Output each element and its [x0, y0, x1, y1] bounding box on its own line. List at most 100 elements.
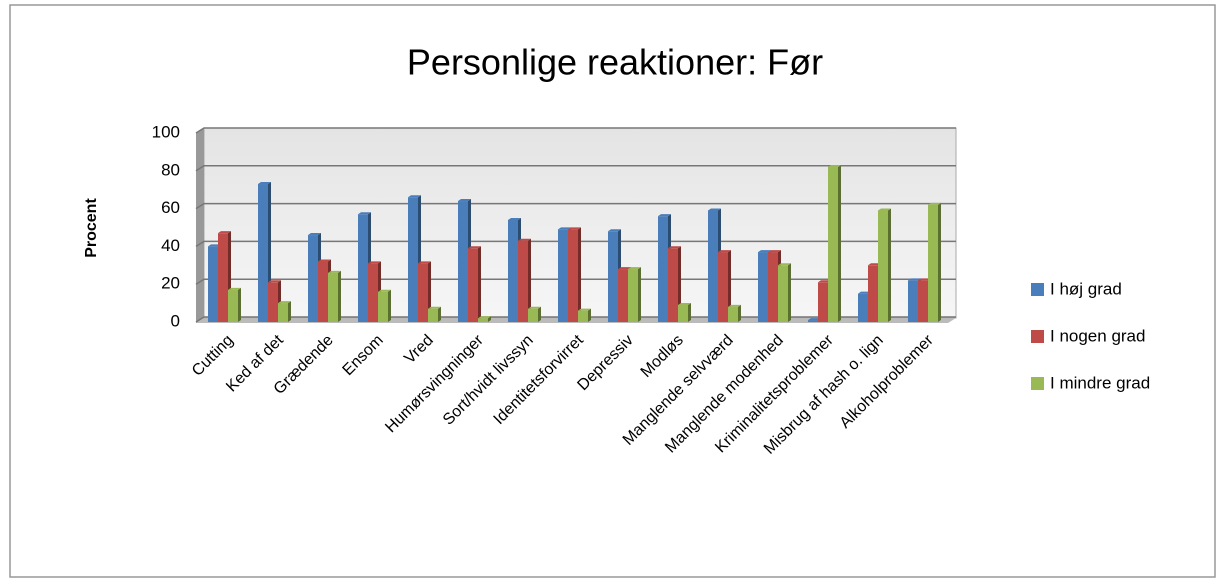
- bar: [808, 320, 818, 322]
- y-axis-title: Procent: [83, 198, 100, 258]
- bar-top: [668, 246, 681, 249]
- plot-wall: [196, 128, 204, 323]
- bar: [528, 308, 538, 322]
- bar-top: [528, 306, 541, 309]
- grid-line: [195, 127, 956, 134]
- y-tick-label: 100: [152, 122, 180, 141]
- bar-top: [628, 267, 641, 270]
- bar: [508, 219, 518, 322]
- bar-side: [538, 306, 541, 322]
- bar-top: [308, 233, 321, 236]
- legend-label: I mindre grad: [1050, 373, 1150, 392]
- bar: [378, 291, 388, 322]
- grid-line: [195, 165, 956, 172]
- bar-top: [328, 270, 341, 273]
- bar-side: [888, 208, 891, 322]
- bar: [608, 231, 618, 322]
- bar-top: [558, 227, 571, 230]
- bar: [258, 184, 268, 322]
- bar-side: [478, 246, 481, 322]
- bar-top: [268, 280, 281, 283]
- bar: [858, 293, 868, 322]
- bar: [278, 303, 288, 322]
- bar: [718, 252, 728, 322]
- bar: [418, 263, 428, 322]
- bar-side: [578, 227, 581, 322]
- bar: [758, 252, 768, 322]
- bar-top: [258, 182, 271, 185]
- bar: [678, 304, 688, 322]
- bar-side: [288, 301, 291, 322]
- bar-side: [638, 267, 641, 322]
- bar-top: [208, 244, 221, 247]
- bar-side: [688, 302, 691, 322]
- bar: [368, 263, 378, 322]
- grid-line: [195, 202, 956, 210]
- bar-top: [858, 291, 871, 294]
- bar-top: [918, 278, 931, 281]
- bar-top: [608, 229, 621, 232]
- bar-side: [728, 250, 731, 322]
- bar: [408, 197, 418, 322]
- bar-top: [228, 287, 241, 290]
- bar: [218, 233, 228, 322]
- bar: [878, 210, 888, 322]
- bar: [818, 282, 828, 322]
- grid-line: [195, 278, 956, 285]
- y-tick-label: 40: [161, 236, 180, 255]
- bar-top: [758, 250, 771, 253]
- bar-top: [828, 165, 841, 168]
- bar-side: [938, 202, 941, 322]
- bar-top: [568, 227, 581, 230]
- bar: [728, 306, 738, 322]
- bar-top: [578, 308, 591, 311]
- bar: [328, 272, 338, 322]
- legend-swatch: [1031, 377, 1044, 390]
- bar-top: [368, 261, 381, 264]
- legend-swatch: [1031, 283, 1044, 296]
- bar: [578, 310, 588, 322]
- y-tick-label: 60: [161, 198, 180, 217]
- legend-label: I høj grad: [1050, 279, 1122, 298]
- bar-side: [238, 287, 241, 322]
- legend-swatch: [1031, 330, 1044, 343]
- bar: [868, 265, 878, 322]
- bar-top: [808, 318, 821, 321]
- bar: [918, 280, 928, 322]
- bar-side: [528, 238, 531, 322]
- bar-top: [718, 250, 731, 253]
- bar-top: [658, 214, 671, 217]
- bar-top: [908, 278, 921, 281]
- bar: [708, 210, 718, 322]
- bar-side: [838, 165, 841, 322]
- bar-top: [518, 238, 531, 241]
- y-tick-label: 80: [161, 160, 180, 179]
- bar-top: [458, 199, 471, 202]
- bar: [268, 282, 278, 322]
- bar: [308, 235, 318, 322]
- bar-top: [818, 280, 831, 283]
- bar-top: [768, 250, 781, 253]
- bar-top: [778, 263, 791, 266]
- y-tick-label: 0: [171, 311, 180, 330]
- bar-top: [278, 301, 291, 304]
- bar: [228, 289, 238, 322]
- bar-side: [488, 316, 491, 322]
- y-tick-label: 20: [161, 274, 180, 293]
- bar: [208, 246, 218, 322]
- bar-top: [868, 263, 881, 266]
- bar-top: [468, 246, 481, 249]
- legend-label: I nogen grad: [1050, 326, 1145, 345]
- bar: [928, 204, 938, 322]
- bar-top: [618, 267, 631, 270]
- bar-top: [678, 302, 691, 305]
- bar: [768, 252, 778, 322]
- bar-top: [378, 289, 391, 292]
- bar-top: [358, 212, 371, 215]
- bar: [658, 216, 668, 322]
- bar: [358, 214, 368, 322]
- grid-line: [195, 316, 956, 323]
- chart-title: Personlige reaktioner: Før: [407, 42, 823, 83]
- bar: [568, 229, 578, 322]
- bar: [518, 240, 528, 322]
